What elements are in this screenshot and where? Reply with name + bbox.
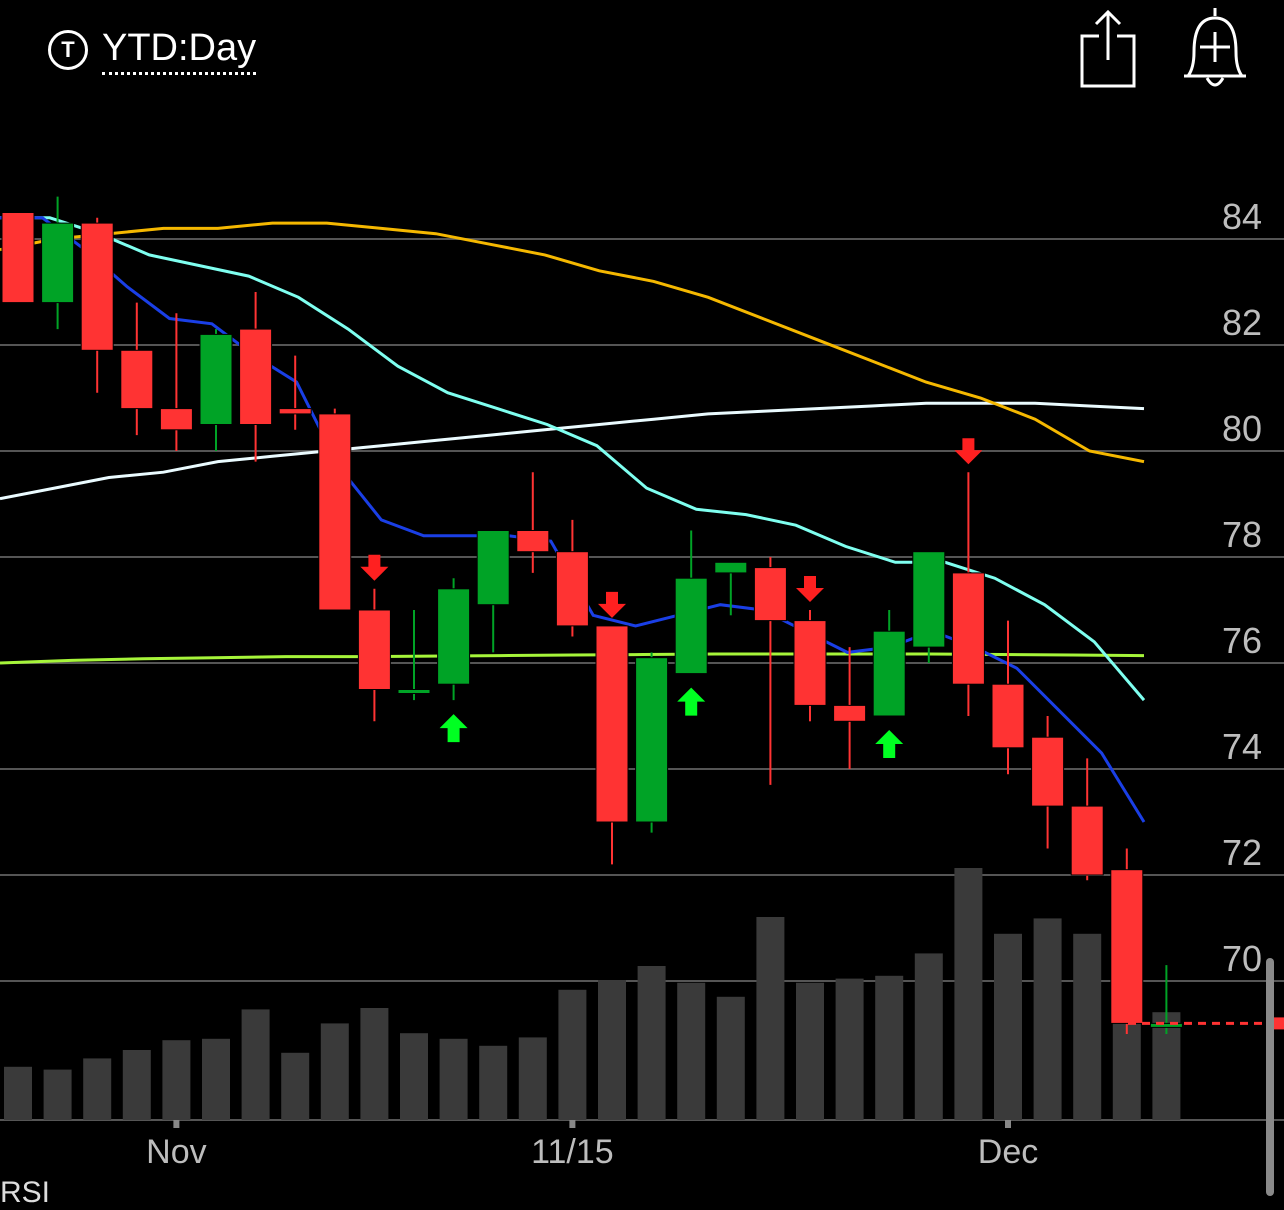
period-selector[interactable]: T YTD:Day <box>48 24 257 76</box>
volume-bar <box>162 1040 191 1120</box>
signal-down-arrow <box>598 591 626 618</box>
last-price-marker <box>1272 1017 1284 1030</box>
volume-bar <box>914 953 943 1120</box>
candle-body <box>872 630 906 717</box>
add-alert-button[interactable] <box>1178 6 1252 92</box>
share-button[interactable] <box>1076 6 1146 92</box>
candle-body <box>357 609 391 690</box>
candle-body <box>437 588 471 685</box>
t-circle-icon: T <box>48 30 88 70</box>
candle-body <box>1 212 35 304</box>
candle-body <box>476 530 510 606</box>
volume-bar <box>1033 918 1062 1120</box>
candle-body <box>1110 869 1144 1024</box>
volume-bar <box>756 917 785 1120</box>
y-tick-label: 82 <box>1222 302 1262 343</box>
volume-bar <box>1073 933 1102 1120</box>
candle-body <box>1070 805 1104 876</box>
ma-50-line <box>0 221 1145 464</box>
volume-bar <box>122 1050 151 1120</box>
volume-bar <box>400 1033 428 1120</box>
indicator-label: RSI <box>0 1176 51 1209</box>
y-tick-label: 84 <box>1222 196 1262 237</box>
volume-bar <box>518 1037 547 1120</box>
candle-body <box>80 222 114 351</box>
y-tick-label: 78 <box>1222 514 1262 555</box>
candle-body <box>833 704 867 722</box>
candle-body <box>595 625 629 823</box>
candle-body <box>1031 736 1065 807</box>
candle-body <box>120 349 154 410</box>
candle-body <box>41 222 75 304</box>
candle-body <box>912 551 946 648</box>
candle-body <box>674 577 708 675</box>
candle-body <box>951 572 985 685</box>
signal-down-arrow <box>954 438 983 465</box>
volume-bar <box>360 1008 389 1120</box>
volume-bar <box>637 966 666 1120</box>
signal-up-arrow <box>875 730 904 758</box>
candle-body <box>635 657 669 823</box>
volume-bar <box>281 1052 310 1120</box>
candle-body <box>991 683 1025 749</box>
add-alert-bell-icon <box>1184 8 1246 87</box>
y-tick-label: 70 <box>1222 938 1262 979</box>
signal-up-arrow <box>677 687 706 716</box>
volume-bar <box>835 978 864 1120</box>
signal-up-arrow <box>439 714 468 743</box>
volume-bar <box>716 996 745 1120</box>
y-tick-label: 72 <box>1222 832 1262 873</box>
candle-body <box>278 408 312 415</box>
volume-bar <box>598 980 626 1120</box>
volume-bar <box>994 933 1022 1120</box>
volume-bar <box>875 975 904 1120</box>
ema-mid-line <box>0 216 1146 702</box>
volume-bar <box>83 1058 112 1120</box>
candle-body <box>516 530 550 553</box>
period-label: YTD:Day <box>102 26 257 75</box>
share-icon <box>1080 9 1136 88</box>
candle-body <box>159 408 193 431</box>
x-tick-label: 11/15 <box>531 1133 614 1171</box>
volume-bar <box>796 982 824 1120</box>
volume-bar <box>439 1038 468 1120</box>
volume-bar <box>677 982 706 1120</box>
volume-bar <box>558 989 587 1120</box>
chart-header: T YTD:Day <box>0 0 1284 100</box>
candle-body <box>318 413 352 611</box>
candle-body <box>397 689 431 694</box>
candle-body <box>753 567 787 622</box>
ma-100-line <box>0 401 1145 501</box>
volume-bar <box>4 1066 32 1120</box>
y-tick-label: 74 <box>1222 726 1262 767</box>
x-tick-label: Dec <box>978 1133 1038 1171</box>
signal-down-arrow <box>796 576 824 602</box>
volume-bar <box>202 1038 230 1120</box>
y-tick-label: 76 <box>1222 620 1262 661</box>
candle-body <box>714 561 748 574</box>
signal-down-arrow <box>360 554 389 581</box>
candle-body <box>555 551 589 627</box>
candle-body <box>1149 1022 1183 1028</box>
volume-bar <box>320 1023 349 1120</box>
candle-body <box>199 333 233 425</box>
candle-body <box>793 620 827 706</box>
scrollbar <box>1266 958 1274 1196</box>
x-tick-label: Nov <box>146 1133 206 1171</box>
volume-bar <box>954 868 983 1120</box>
candle-body <box>239 328 273 426</box>
volume-bar <box>43 1069 72 1120</box>
volume-bar <box>479 1045 508 1120</box>
y-tick-label: 80 <box>1222 408 1262 449</box>
volume-bar <box>241 1009 270 1120</box>
